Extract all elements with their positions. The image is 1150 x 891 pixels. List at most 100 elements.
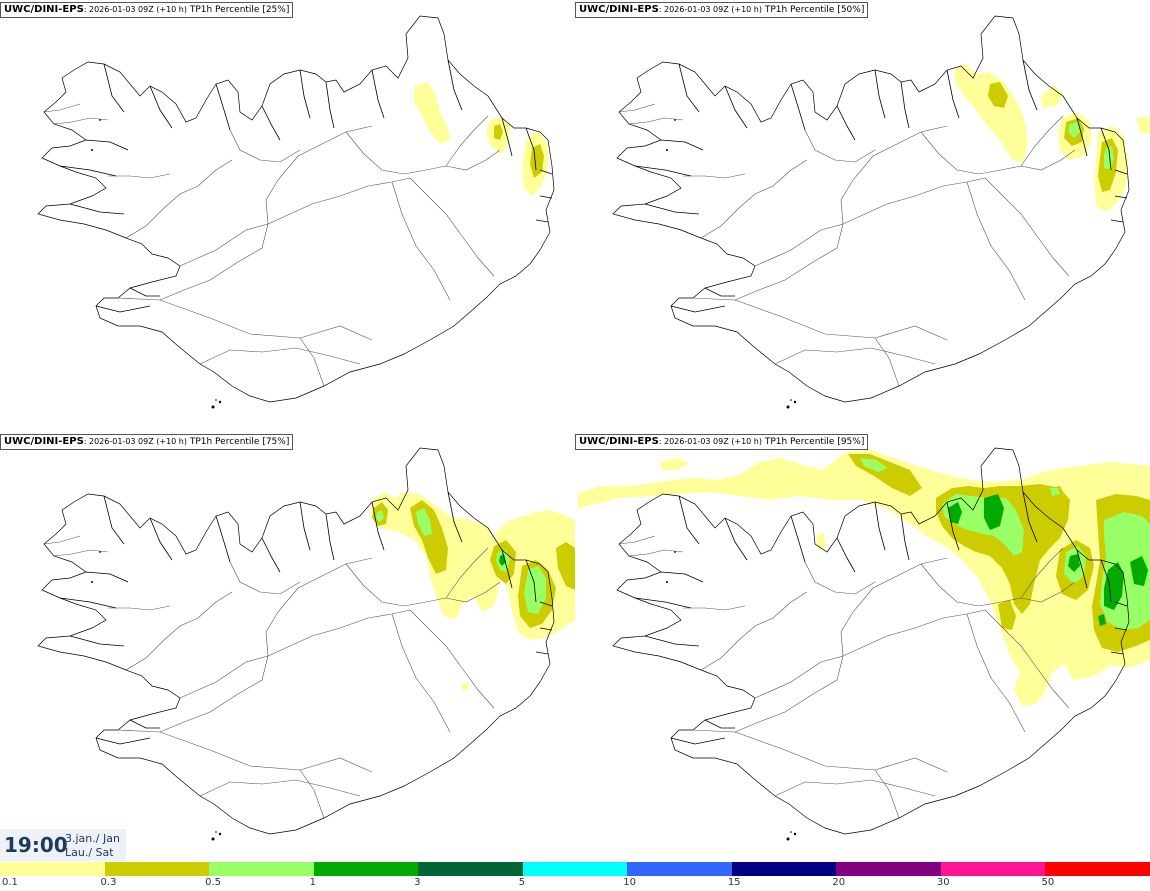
precip-area-c01 [414,82,450,144]
fjord-line [704,287,735,297]
parameter-label: TP1h Percentile [95%] [761,437,865,447]
road-line [117,297,373,341]
road-line [1020,115,1064,167]
fjord-line [644,203,700,215]
fjord-line [874,501,886,551]
precip-area-c05 [1050,488,1060,496]
island [218,832,222,836]
island [793,832,797,836]
road-line [700,159,808,239]
valid-date-line1: 3.jan./ Jan [65,832,120,845]
fjord-line [1022,59,1038,111]
fjord-line [85,571,129,583]
fjord-line [1076,549,1088,589]
fjord-line [535,651,549,655]
island [786,837,790,841]
road-line [53,117,109,125]
precip-area-c05 [1104,146,1114,170]
road-line [692,297,948,341]
road-line [159,223,269,301]
precip-area-c03 [530,144,544,178]
colorbar-tick-label: 0.3 [100,877,117,888]
road-line [842,609,986,657]
fjord-line [1114,195,1128,199]
fjord-line [704,719,735,729]
fjord-line [660,571,704,583]
coastline [37,447,555,835]
precip-area-c05 [376,510,384,522]
road-line [618,535,656,545]
road-line [966,613,1026,733]
road-line [409,177,495,277]
road-line [299,769,325,819]
road-line [683,173,746,179]
road-line [920,131,1076,175]
panel-title: UWC/DINI-EPS: 2026-01-03 09Z (+10 h) TP1… [575,2,869,18]
precip-area-c01 [462,682,468,690]
road-line [445,115,489,167]
run-info: : 2026-01-03 09Z (+10 h) [83,437,187,446]
fjord-line [836,537,856,573]
road-line [229,129,301,163]
colorbar-tick-label: 15 [727,877,741,888]
model-name: UWC/DINI-EPS [4,436,84,447]
road-line [754,557,948,699]
iceland-map [37,447,575,841]
colorbar-segment [1045,862,1150,876]
fjord-line [69,635,125,647]
fjord-line [215,83,231,131]
precip-area-c01 [816,532,826,550]
precip-area-c1 [984,494,1004,530]
parameter-label: TP1h Percentile [25%] [186,5,290,15]
map-panel-p95: UWC/DINI-EPS: 2026-01-03 09Z (+10 h) TP1… [575,432,1150,864]
fjord-line [900,513,910,561]
precip-area-c01 [954,64,1028,162]
road-line [804,129,876,163]
road-line [125,159,233,239]
fjord-line [1114,627,1128,631]
fjord-line [1100,127,1112,171]
road-line [125,591,233,671]
colorbar-segment [104,862,210,876]
iceland-map [578,447,1150,841]
fjord-line [95,305,151,313]
iceland-map [37,15,555,409]
precip-area-c01 [660,458,690,470]
road-line [445,547,489,599]
coastline [37,15,555,403]
road-line [984,177,1070,277]
fjord-line [670,737,726,745]
valid-time-box: 19:00 3.jan./ Jan Lau./ Sat [0,829,126,861]
road-line [734,655,844,733]
colorbar-segment [0,862,105,876]
road-line [628,549,684,557]
island [99,119,101,121]
road-line [267,177,411,225]
road-line [754,125,948,267]
fjord-line [261,537,281,573]
fjord-line [299,69,311,119]
road-line [842,177,986,225]
iceland-map [612,15,1150,409]
fjord-line [325,513,335,561]
road-line [345,131,501,175]
fjord-line [644,635,700,647]
fjord-line [149,517,173,561]
parameter-label: TP1h Percentile [75%] [186,437,290,447]
road-line [179,125,373,267]
colorbar-segment [418,862,523,876]
fjord-line [1110,651,1124,655]
fjord-line [103,63,125,113]
road-line [299,337,325,387]
colorbar-segment [731,862,837,876]
precip-area-c03 [556,542,575,590]
road-line [345,563,501,607]
precip-area-c03 [988,82,1008,108]
fjord-line [1110,219,1124,223]
precip-area-c01 [1040,86,1064,108]
fjord-line [299,501,311,551]
run-info: : 2026-01-03 09Z (+10 h) [83,5,187,14]
precip-area-c05 [1068,122,1080,138]
road-line [966,181,1026,301]
precipitation-colorbar [0,862,1150,876]
